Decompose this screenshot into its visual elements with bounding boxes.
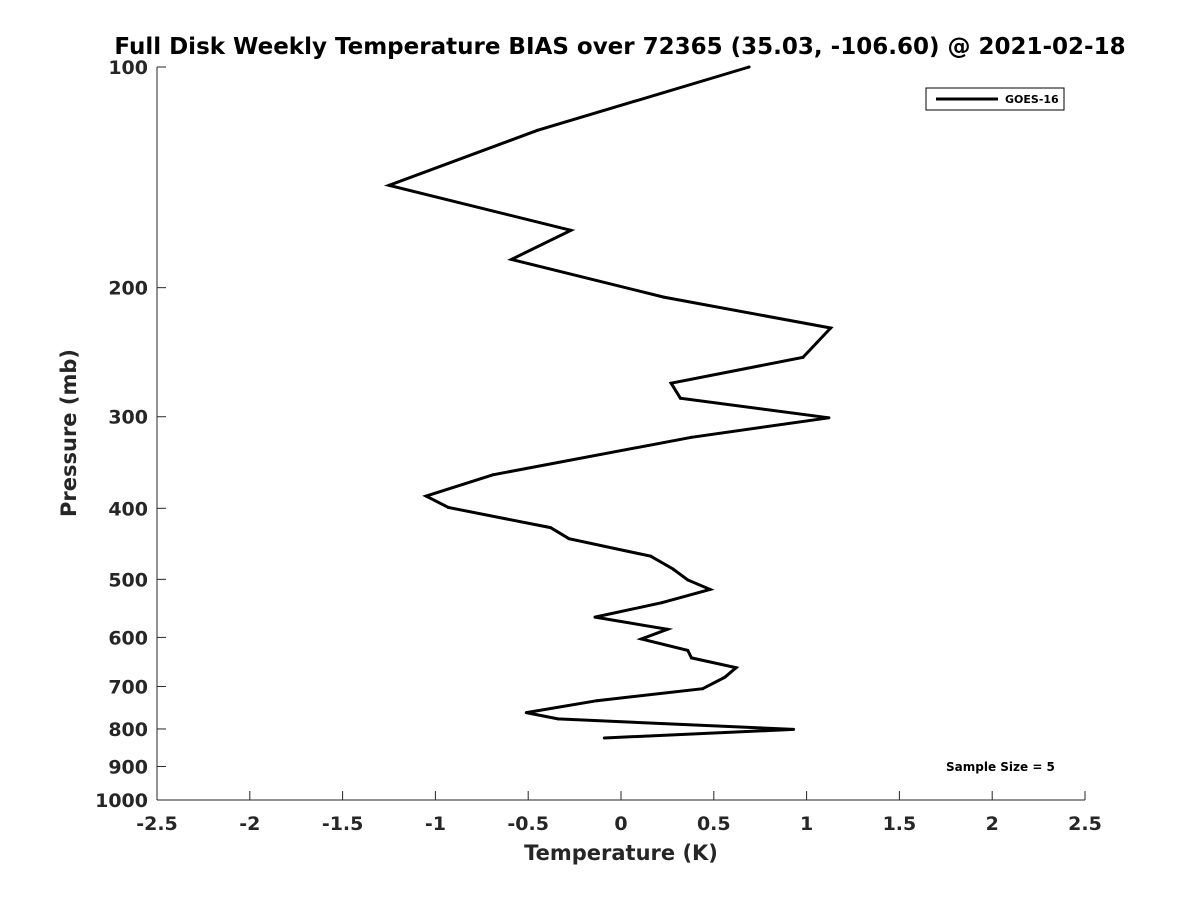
x-tick-label: 0.5 bbox=[697, 813, 731, 835]
chart-title: Full Disk Weekly Temperature BIAS over 7… bbox=[114, 34, 1125, 60]
data-point bbox=[690, 656, 693, 660]
y-axis: 100 200 300 400 500 600 700 800 900 1000 bbox=[95, 57, 166, 812]
data-point bbox=[801, 355, 805, 359]
y-tick-label: 200 bbox=[108, 278, 148, 300]
y-tick-label: 800 bbox=[108, 719, 148, 741]
y-tick-label: 400 bbox=[108, 498, 148, 520]
y-axis-label: Pressure (mb) bbox=[57, 349, 81, 517]
data-point bbox=[669, 381, 673, 385]
data-point bbox=[723, 675, 727, 679]
legend-label: GOES-16 bbox=[1005, 93, 1059, 106]
y-tick-label: 300 bbox=[108, 407, 148, 429]
data-point bbox=[747, 65, 751, 69]
data-point bbox=[595, 699, 599, 703]
data-point bbox=[524, 711, 528, 715]
data-point bbox=[690, 435, 693, 439]
data-point bbox=[491, 473, 495, 477]
data-point bbox=[639, 637, 643, 641]
x-tick-label: -0.5 bbox=[507, 813, 549, 835]
x-axis: -2.5 -2 -1.5 -1 -0.5 0 0.5 1 1.5 2 2.5 bbox=[136, 791, 1102, 835]
data-point bbox=[602, 736, 606, 740]
data-point bbox=[593, 615, 597, 619]
x-tick-label: 2 bbox=[986, 813, 999, 835]
data-point bbox=[569, 228, 573, 232]
data-point bbox=[734, 666, 738, 670]
data-point bbox=[665, 627, 669, 631]
y-tick-label: 100 bbox=[108, 57, 148, 79]
x-tick-label: 1.5 bbox=[883, 813, 917, 835]
data-point bbox=[662, 295, 666, 299]
data-point bbox=[792, 727, 796, 731]
x-tick-label: 2.5 bbox=[1068, 813, 1102, 835]
x-axis-label: Temperature (K) bbox=[524, 841, 718, 865]
data-point bbox=[549, 526, 552, 530]
data-point bbox=[660, 601, 664, 605]
legend: GOES-16 bbox=[925, 87, 1065, 111]
data-point bbox=[510, 257, 513, 261]
data-point bbox=[829, 326, 833, 330]
data-point bbox=[536, 128, 539, 132]
x-tick-label: -1 bbox=[425, 813, 446, 835]
data-point bbox=[701, 687, 705, 691]
x-tick-label: -2 bbox=[239, 813, 260, 835]
data-point bbox=[678, 396, 682, 400]
y-tick-label: 1000 bbox=[95, 790, 148, 812]
y-tick-label: 600 bbox=[108, 627, 148, 649]
data-point bbox=[556, 717, 560, 721]
y-tick-label: 900 bbox=[108, 756, 148, 778]
data-point bbox=[686, 648, 690, 652]
data-point bbox=[567, 537, 571, 541]
sample-size-annotation: Sample Size = 5 bbox=[946, 760, 1055, 774]
y-tick-label: 500 bbox=[108, 569, 148, 591]
data-point bbox=[686, 578, 690, 582]
y-tick-label: 700 bbox=[108, 676, 148, 698]
x-tick-label: 1 bbox=[800, 813, 813, 835]
data-point bbox=[424, 494, 428, 498]
x-tick-label: -2.5 bbox=[136, 813, 178, 835]
data-point bbox=[446, 506, 450, 509]
series-layer bbox=[383, 65, 834, 740]
data-point bbox=[827, 416, 831, 420]
plot-area bbox=[157, 67, 1085, 800]
data-point bbox=[671, 567, 675, 571]
x-tick-label: -1.5 bbox=[322, 813, 364, 835]
x-tick-label: 0 bbox=[614, 813, 627, 835]
data-point bbox=[649, 554, 653, 558]
data-point bbox=[708, 587, 712, 591]
data-point bbox=[387, 183, 391, 187]
